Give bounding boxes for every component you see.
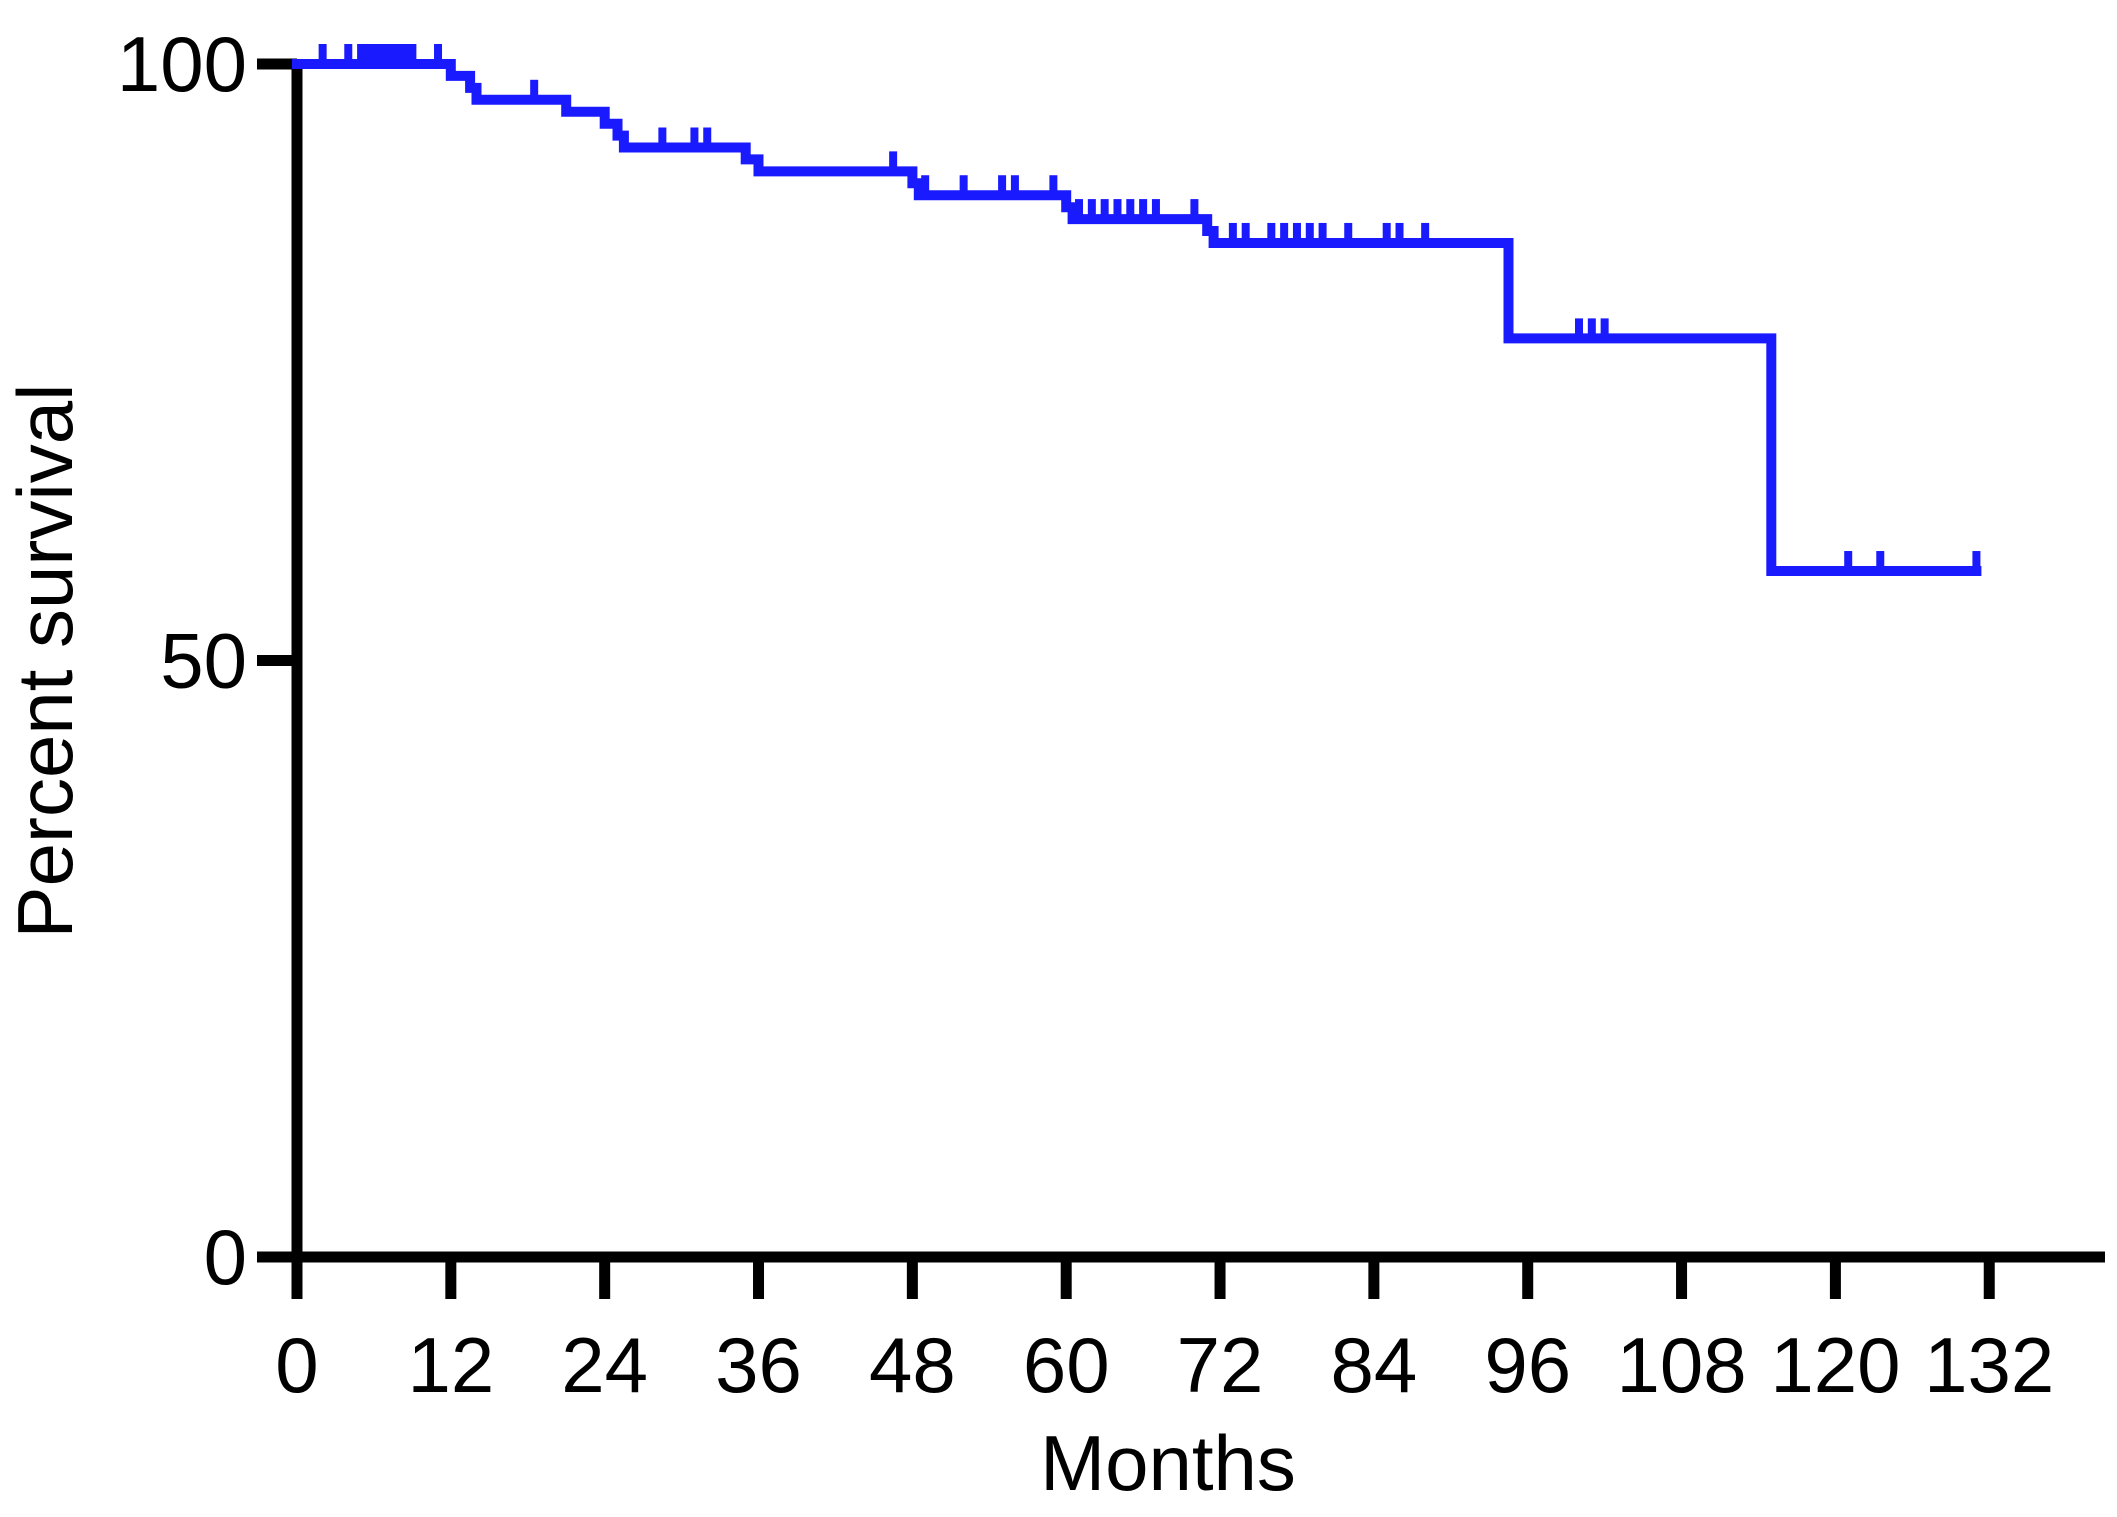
x-tick-label-36: 36 <box>715 1321 802 1409</box>
x-tick-label-24: 24 <box>561 1321 648 1409</box>
x-tick-label-120: 120 <box>1770 1321 1900 1409</box>
x-tick-label-96: 96 <box>1484 1321 1571 1409</box>
x-tick-label-84: 84 <box>1330 1321 1417 1409</box>
y-tick-label-50: 50 <box>160 617 247 705</box>
x-tick-label-12: 12 <box>407 1321 494 1409</box>
x-axis-title: Months <box>1040 1419 1296 1507</box>
y-tick-label-100: 100 <box>117 20 247 108</box>
survival-curve-0 <box>292 59 1982 576</box>
y-axis-title: Percent survival <box>1 384 89 939</box>
x-tick-label-48: 48 <box>869 1321 956 1409</box>
x-axis: 0 12 24 36 48 60 72 84 96 108 120 132 <box>275 1251 2105 1409</box>
x-tick-label-0: 0 <box>275 1321 318 1409</box>
x-tick-label-132: 132 <box>1924 1321 2054 1409</box>
y-axis: 0 50 100 <box>117 20 303 1301</box>
y-tick-label-0: 0 <box>204 1213 247 1301</box>
plot-area <box>292 44 1982 576</box>
x-tick-label-108: 108 <box>1616 1321 1746 1409</box>
x-tick-label-60: 60 <box>1023 1321 1110 1409</box>
x-tick-label-72: 72 <box>1177 1321 1264 1409</box>
